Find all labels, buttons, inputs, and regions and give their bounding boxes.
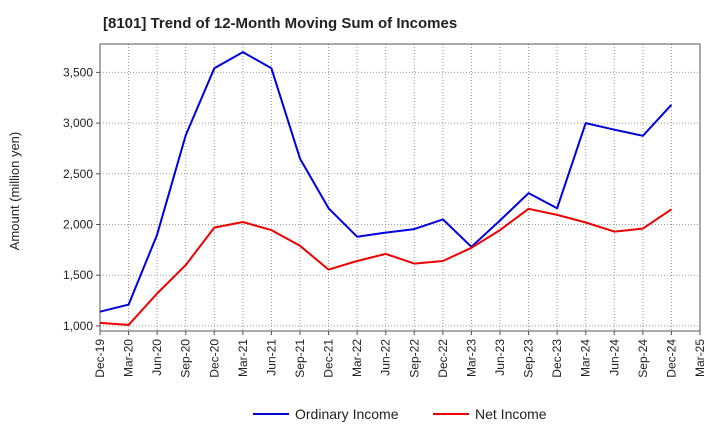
x-tick-label: Dec-19 (93, 339, 107, 378)
x-tick-labels: Dec-19 Mar-20 Jun-20 Sep-20 Dec-20 Mar-21 Jun-… (93, 331, 707, 378)
x-tick-label: Dec-20 (207, 339, 221, 378)
y-tick-label: 3,000 (63, 116, 93, 130)
x-tick-label: Jun-20 (150, 339, 164, 376)
x-tick-label: Dec-23 (550, 339, 564, 378)
series-line-0 (99, 51, 673, 313)
x-tick-label: Sep-24 (636, 339, 650, 378)
y-tick-label: 2,500 (63, 167, 93, 181)
x-tick-label: Sep-22 (407, 339, 421, 378)
x-tick-label: Mar-24 (579, 339, 593, 377)
x-tick-label: Jun-23 (493, 339, 507, 376)
x-tick-label: Sep-20 (179, 339, 193, 378)
y-tick-labels: 1,000 1,500 2,000 2,500 3,000 3,500 (63, 65, 100, 333)
y-tick-label: 3,500 (63, 65, 93, 79)
x-tick-label: Dec-22 (436, 339, 450, 378)
x-tick-label: Jun-21 (264, 339, 278, 376)
x-tick-label: Mar-21 (236, 339, 250, 377)
series-line-1 (99, 207, 672, 326)
x-tick-label: Sep-23 (522, 339, 536, 378)
x-tick-label: Dec-24 (664, 339, 678, 378)
x-tick-label: Dec-21 (322, 339, 336, 378)
chart-title: [8101] Trend of 12-Month Moving Sum of I… (103, 15, 458, 32)
x-tick-label: Jun-24 (607, 339, 621, 376)
y-axis-title: Amount (million yen) (7, 132, 22, 251)
y-tick-label: 2,000 (63, 218, 93, 232)
x-tick-label: Mar-23 (464, 339, 478, 377)
legend: Ordinary Income Net Income (253, 406, 547, 422)
x-tick-label: Mar-25 (693, 339, 707, 377)
y-tick-label: 1,500 (63, 268, 93, 282)
legend-label-0: Ordinary Income (295, 406, 399, 422)
series-lines (99, 51, 673, 326)
plot-frame (99, 43, 701, 332)
x-tick-label: Sep-21 (293, 339, 307, 378)
y-tick-label: 1,000 (63, 319, 93, 333)
x-tick-label: Jun-22 (379, 339, 393, 376)
grid-lines (100, 44, 700, 331)
x-tick-label: Mar-20 (122, 339, 136, 377)
legend-label-1: Net Income (475, 406, 547, 422)
x-tick-label: Mar-22 (350, 339, 364, 377)
